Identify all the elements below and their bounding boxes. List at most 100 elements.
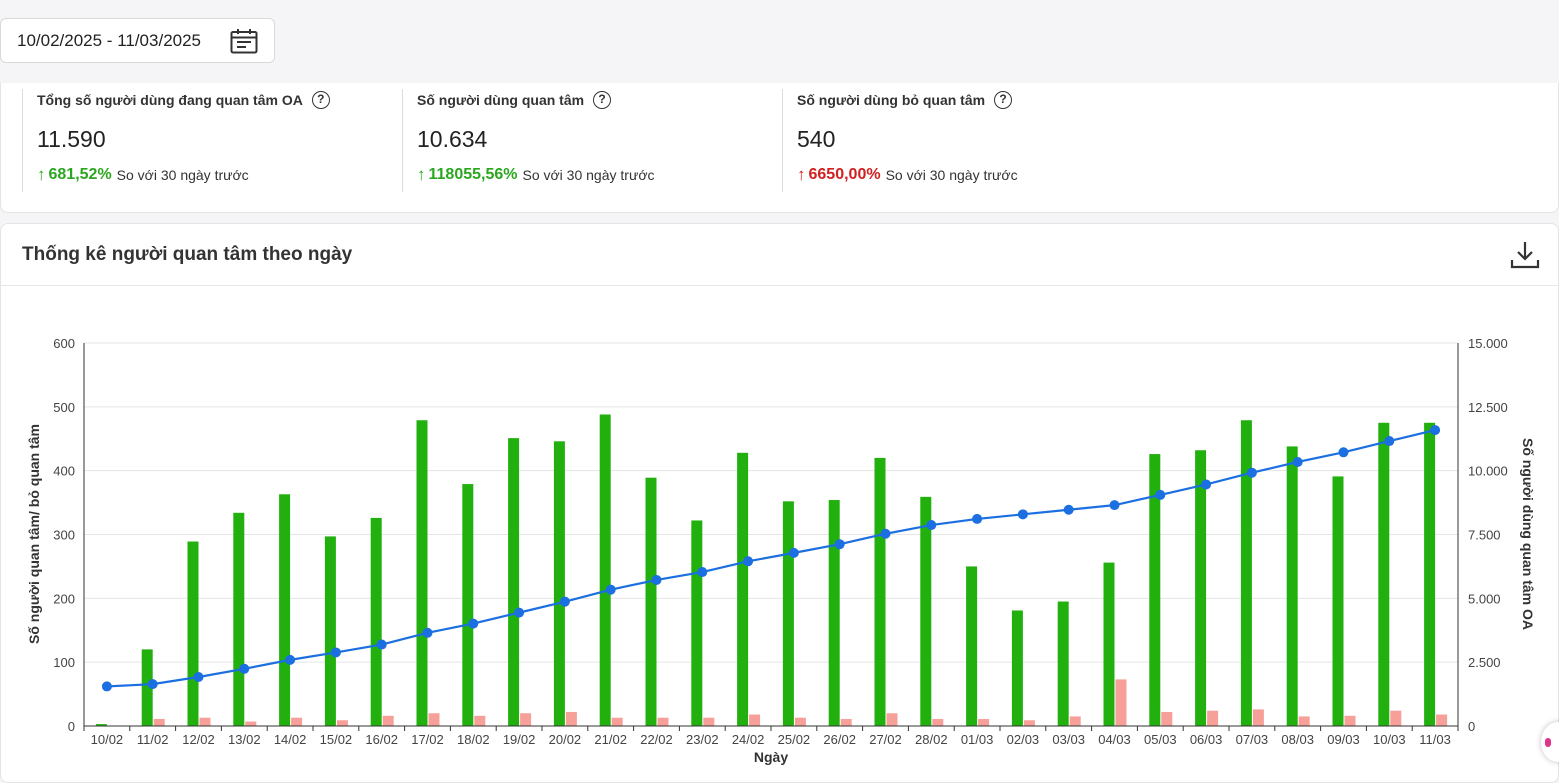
point-total-followers (1017, 509, 1028, 520)
stats-summary-card: Tổng số người dùng đang quan tâm OA? 11.… (0, 83, 1559, 213)
point-total-followers (697, 567, 708, 578)
daily-followers-chart-card: Thống kê người quan tâm theo ngày (0, 223, 1559, 783)
bar-unfollowed (840, 718, 852, 726)
calendar-icon[interactable] (230, 28, 258, 54)
y-right-tick-label: 0 (1468, 719, 1475, 734)
stat-unfollowers: Số người dùng bỏ quan tâm? 540 ↑ 6650,00… (782, 89, 1162, 192)
bar-unfollowed (428, 713, 440, 726)
x-tick-label: 25/02 (778, 732, 811, 747)
date-range-picker[interactable]: 10/02/2025 - 11/03/2025 (0, 18, 275, 63)
stat-label: Tổng số người dùng đang quan tâm OA (37, 92, 303, 108)
bar-followed (645, 477, 657, 726)
bar-followed (233, 512, 245, 726)
point-total-followers (1109, 500, 1120, 511)
bar-followed (1286, 446, 1298, 726)
x-tick-label: 04/03 (1098, 732, 1131, 747)
x-tick-label: 08/03 (1281, 732, 1314, 747)
bar-unfollowed (1115, 679, 1127, 726)
bar-unfollowed (1344, 715, 1356, 726)
point-total-followers (1338, 447, 1349, 458)
bar-followed (1103, 562, 1115, 726)
x-tick-label: 27/02 (869, 732, 902, 747)
bar-unfollowed (382, 715, 394, 726)
bar-followed (737, 452, 749, 726)
stat-compare-text: So với 30 ngày trước (116, 167, 249, 183)
stat-total-followers: Tổng số người dùng đang quan tâm OA? 11.… (22, 89, 402, 192)
bar-unfollowed (657, 717, 669, 726)
stat-compare-text: So với 30 ngày trước (522, 167, 655, 183)
bar-followed (508, 438, 520, 726)
y-left-tick-label: 300 (53, 528, 75, 543)
bar-unfollowed (1298, 716, 1310, 726)
bar-followed (1424, 422, 1436, 726)
point-total-followers (101, 681, 112, 692)
point-total-followers (743, 556, 754, 567)
arrow-up-icon: ↑ (37, 165, 46, 184)
stat-value: 10.634 (417, 126, 488, 152)
point-total-followers (1430, 425, 1441, 436)
x-tick-label: 19/02 (503, 732, 536, 747)
x-tick-label: 14/02 (274, 732, 307, 747)
bar-unfollowed (794, 717, 806, 726)
bar-followed (966, 566, 978, 726)
bar-unfollowed (1069, 716, 1081, 726)
y-right-tick-label: 15.000 (1468, 336, 1508, 351)
help-icon[interactable]: ? (311, 91, 330, 109)
x-tick-label: 10/02 (91, 732, 124, 747)
x-tick-label: 06/03 (1190, 732, 1223, 747)
bar-followed (691, 520, 703, 726)
bar-followed (1149, 454, 1161, 726)
bar-followed (416, 420, 428, 726)
point-total-followers (147, 679, 158, 690)
bar-unfollowed (520, 713, 532, 726)
bar-followed (462, 484, 474, 726)
bar-unfollowed (245, 721, 257, 726)
stat-value: 11.590 (37, 126, 106, 152)
bar-followed (920, 496, 932, 726)
stat-label: Số người dùng bỏ quan tâm (797, 92, 986, 108)
bar-followed (1378, 422, 1390, 726)
download-icon[interactable] (1510, 240, 1540, 270)
bar-unfollowed (474, 715, 486, 726)
stat-change-percent: 6650,00% (808, 166, 881, 183)
y-right-tick-label: 7.500 (1468, 528, 1501, 543)
bar-followed (1240, 420, 1252, 726)
x-tick-label: 13/02 (228, 732, 261, 747)
arrow-up-icon: ↑ (797, 165, 806, 184)
x-tick-label: 07/03 (1236, 732, 1269, 747)
x-tick-label: 01/03 (961, 732, 994, 747)
point-total-followers (285, 654, 296, 665)
point-total-followers (788, 547, 799, 558)
help-icon[interactable]: ? (994, 91, 1013, 109)
help-icon[interactable]: ? (593, 91, 612, 109)
point-total-followers (559, 596, 570, 607)
line-total-followers (106, 428, 1436, 688)
point-total-followers (1292, 456, 1303, 467)
x-tick-label: 20/02 (549, 732, 582, 747)
x-tick-label: 15/02 (320, 732, 353, 747)
point-total-followers (1063, 504, 1074, 515)
point-total-followers (834, 539, 845, 550)
x-tick-label: 03/03 (1052, 732, 1085, 747)
x-tick-label: 24/02 (732, 732, 765, 747)
point-total-followers (514, 607, 525, 618)
x-tick-label: 18/02 (457, 732, 490, 747)
x-tick-label: 10/03 (1373, 732, 1406, 747)
bar-followed (1057, 601, 1069, 726)
point-total-followers (376, 639, 387, 650)
chart-title: Thống kê người quan tâm theo ngày (22, 243, 353, 265)
bar-followed (187, 541, 199, 726)
bar-followed (95, 724, 107, 726)
bar-unfollowed (565, 711, 577, 726)
bar-followed (279, 494, 291, 726)
bar-unfollowed (932, 718, 944, 726)
point-total-followers (239, 663, 250, 674)
chat-widget-button[interactable] (1541, 722, 1559, 762)
point-total-followers (880, 528, 891, 539)
x-tick-label: 12/02 (182, 732, 215, 747)
x-tick-label: 16/02 (365, 732, 398, 747)
point-total-followers (193, 671, 204, 682)
bar-unfollowed (1436, 714, 1448, 726)
bar-unfollowed (199, 717, 211, 726)
point-total-followers (1384, 436, 1395, 447)
